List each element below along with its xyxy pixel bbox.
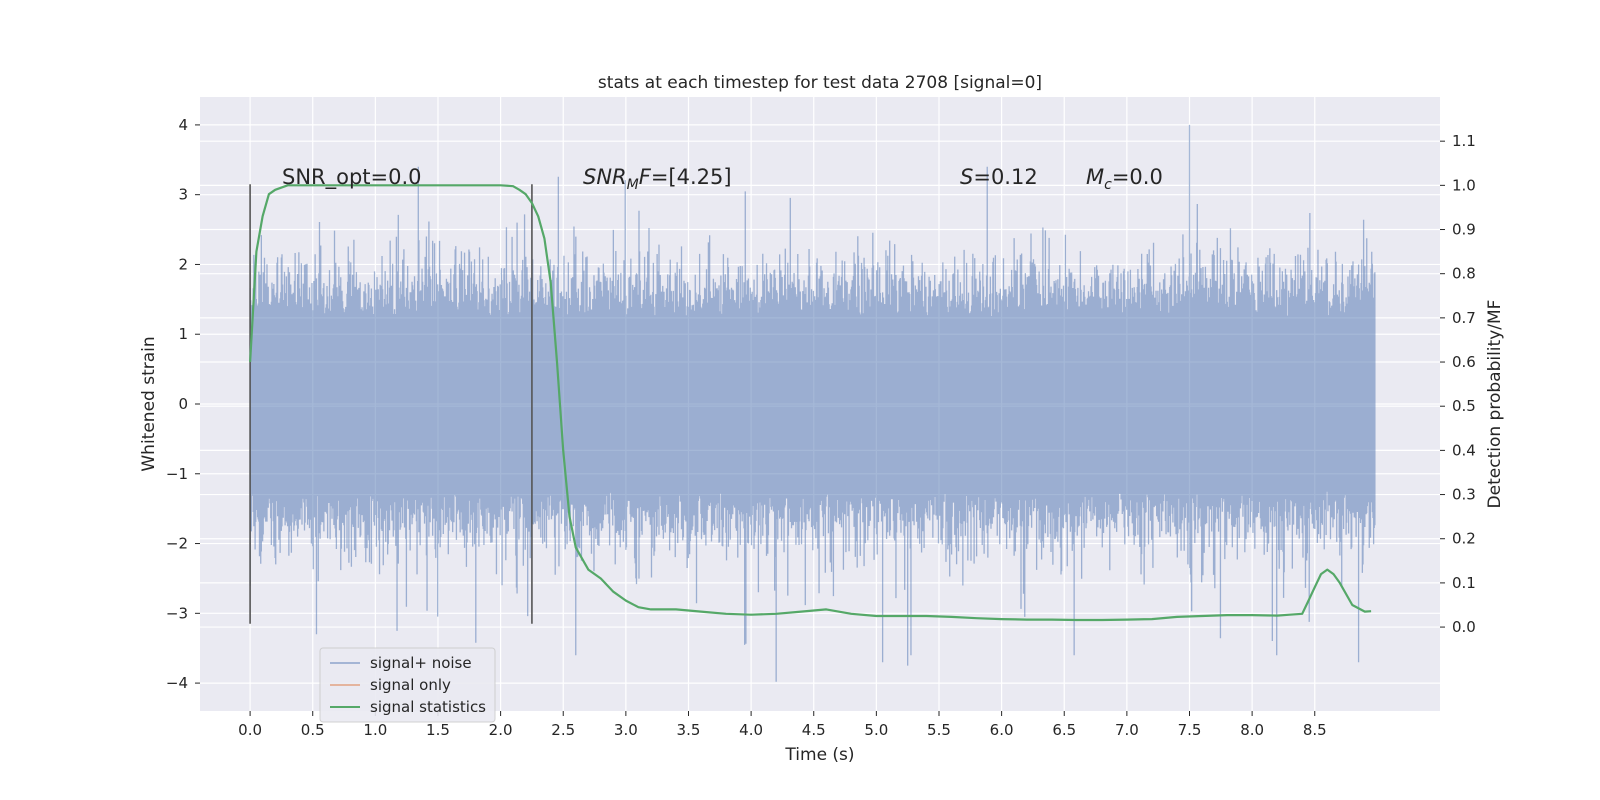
y2-axis-label: Detection probability/MF bbox=[1485, 300, 1505, 509]
x-tick-label: 0.0 bbox=[238, 721, 262, 739]
x-tick-label: 1.5 bbox=[426, 721, 450, 739]
y2-tick-label: 0.2 bbox=[1452, 530, 1476, 548]
legend: signal+ noise signal only signal statist… bbox=[319, 647, 496, 723]
chart-title: stats at each timestep for test data 270… bbox=[598, 73, 1042, 93]
y2-tick-label: 0.4 bbox=[1452, 441, 1476, 459]
x-tick-label: 6.5 bbox=[1052, 721, 1076, 739]
legend-label-signal-only: signal only bbox=[370, 676, 451, 694]
tick-labels: 0.0 0.5 1.0 1.5 2.0 2.5 3.0 3.5 4.0 4.5 5.0 5.5 6.0 6… bbox=[166, 116, 1476, 739]
x-tick-label: 0.5 bbox=[301, 721, 325, 739]
x-tick-label: 3.5 bbox=[677, 721, 701, 739]
legend-label-signal-noise: signal+ noise bbox=[370, 654, 472, 672]
x-tick-label: 2.5 bbox=[551, 721, 575, 739]
y2-tick-label: 0.8 bbox=[1452, 265, 1476, 283]
annotation-s: S=0.12 bbox=[960, 165, 1038, 189]
vertical-markers bbox=[249, 184, 533, 624]
annotation-snr-mf: SNRMF=[4.25] bbox=[583, 165, 732, 193]
y2-tick-label: 0.0 bbox=[1452, 618, 1476, 636]
x-axis-label: Time (s) bbox=[784, 745, 854, 765]
y-tick-label: 1 bbox=[178, 325, 188, 343]
y-tick-label: −4 bbox=[166, 674, 188, 692]
x-tick-label: 5.0 bbox=[864, 721, 888, 739]
x-tick-label: 4.5 bbox=[802, 721, 826, 739]
x-tick-label: 3.0 bbox=[614, 721, 638, 739]
y-tick-label: 4 bbox=[178, 116, 188, 134]
x-tick-label: 4.0 bbox=[739, 721, 763, 739]
signal-statistics-line bbox=[249, 184, 1372, 622]
x-tick-label: 8.0 bbox=[1240, 721, 1264, 739]
x-tick-label: 7.0 bbox=[1115, 721, 1139, 739]
x-tick-label: 8.5 bbox=[1303, 721, 1327, 739]
annotation-mc: Mc=0.0 bbox=[1086, 165, 1163, 193]
y2-tick-label: 0.1 bbox=[1452, 574, 1476, 592]
y2-tick-label: 0.5 bbox=[1452, 397, 1476, 415]
y-tick-label: 0 bbox=[178, 395, 188, 413]
y2-tick-label: 0.7 bbox=[1452, 309, 1476, 327]
signal-statistics-series bbox=[249, 184, 1372, 622]
annotations: SNR_opt=0.0 SNRMF=[4.25] S=0.12 Mc=0.0 bbox=[282, 165, 1163, 193]
x-tick-label: 7.5 bbox=[1178, 721, 1202, 739]
y-tick-label: 3 bbox=[178, 186, 188, 204]
annotation-snr-opt: SNR_opt=0.0 bbox=[282, 165, 422, 190]
y2-tick-label: 1.0 bbox=[1452, 176, 1476, 194]
y2-tick-label: 0.9 bbox=[1452, 221, 1476, 239]
y-axis-label: Whitened strain bbox=[139, 336, 159, 471]
y2-tick-label: 1.1 bbox=[1452, 132, 1476, 150]
y2-tick-label: 0.6 bbox=[1452, 353, 1476, 371]
x-tick-label: 6.0 bbox=[990, 721, 1014, 739]
y-tick-label: −3 bbox=[166, 604, 188, 622]
legend-box bbox=[319, 647, 496, 723]
y-tick-label: −1 bbox=[166, 465, 188, 483]
y2-tick-label: 0.3 bbox=[1452, 486, 1476, 504]
x-tick-label: 5.5 bbox=[927, 721, 951, 739]
x-tick-label: 2.0 bbox=[489, 721, 513, 739]
legend-label-signal-statistics: signal statistics bbox=[370, 698, 486, 716]
x-tick-label: 1.0 bbox=[363, 721, 387, 739]
y-tick-label: 2 bbox=[178, 255, 188, 273]
y-tick-label: −2 bbox=[166, 535, 188, 553]
